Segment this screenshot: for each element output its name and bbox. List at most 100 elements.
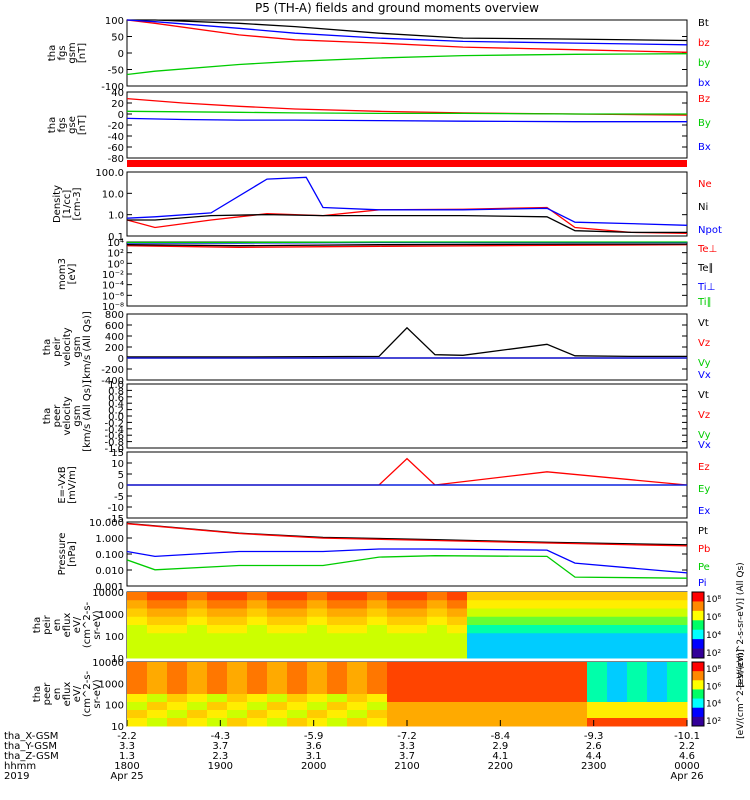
panel-fgs-gsm: 100 50 0 -50 -100 tha fgs gsm [nT] Bt bz by bx <box>47 16 710 93</box>
heatmap-cell <box>227 641 248 651</box>
heatmap-cell <box>247 649 268 659</box>
heatmap-cell <box>587 641 608 651</box>
heatmap-cell <box>507 694 528 703</box>
panel-frame <box>126 91 688 159</box>
heatmap-cell <box>387 710 408 719</box>
heatmap-cell <box>547 694 568 703</box>
heatmap-cell <box>607 694 628 703</box>
heatmap-cell <box>527 592 548 601</box>
heatmap-cell <box>547 641 568 651</box>
y-tick-label: 0 <box>118 481 124 492</box>
colorbar-frame <box>691 591 705 659</box>
series-line-Te⊥ <box>126 244 688 248</box>
colorbar-tick-label: 10⁸ <box>706 595 721 605</box>
heatmap-cell <box>587 694 608 703</box>
x-axis-row-label: tha_Z-GSM <box>4 751 59 762</box>
panel-frame <box>126 171 688 237</box>
y-axis-label: eflux <box>62 682 73 707</box>
heatmap-cell <box>507 592 528 601</box>
y-tick-label: 1.0 <box>108 380 124 391</box>
x-axis-value: 2.9 <box>492 741 508 752</box>
y-axis-label: eV/ <box>72 685 83 702</box>
heatmap-cell <box>267 633 288 642</box>
heatmap-cell <box>427 608 448 618</box>
heatmap-cell <box>347 694 368 703</box>
heatmap-cell <box>427 616 448 626</box>
heatmap-cell <box>667 600 688 609</box>
y-axis-label: peer <box>42 682 53 706</box>
heatmap-cell <box>367 625 388 634</box>
heatmap-cell <box>347 710 368 719</box>
x-axis-row-label: tha_X-GSM <box>4 731 58 742</box>
heatmap-cell <box>667 686 688 695</box>
heatmap-cell <box>207 592 228 601</box>
y-tick-label: -5 <box>114 492 124 503</box>
heatmap-cell <box>167 625 188 634</box>
y-tick-label: -50 <box>108 66 124 77</box>
y-tick-label: 0.1 <box>108 232 124 243</box>
heatmap-cell <box>547 702 568 711</box>
heatmap-cell <box>567 710 588 719</box>
heatmap-cell <box>467 694 488 703</box>
legend-entry: By <box>698 118 711 129</box>
legend-entry: bz <box>698 38 710 49</box>
x-axis-value: 3.3 <box>119 741 135 752</box>
heatmap-cell <box>367 710 388 719</box>
y-tick-label: -20 <box>108 121 124 132</box>
heatmap-cell <box>527 686 548 695</box>
heatmap-cell <box>487 702 508 711</box>
heatmap-cell <box>407 718 428 727</box>
heatmap-cell <box>647 616 668 626</box>
heatmap-cell <box>307 670 328 679</box>
heatmap-cell <box>307 702 328 711</box>
heatmap-cell <box>147 702 168 711</box>
heatmap-cell <box>267 678 288 687</box>
panel-pressure: 10.000 1.000 0.100 0.010 0.001 Pressure [nPa] P… <box>57 518 710 593</box>
heatmap-cell <box>587 662 608 671</box>
y-tick-label: 10⁻⁶ <box>102 291 124 302</box>
y-tick-label: 10⁴ <box>107 238 124 249</box>
heatmap-cell <box>407 592 428 601</box>
heatmap-cell <box>607 686 628 695</box>
heatmap-cell <box>607 592 628 601</box>
panel-frame <box>126 19 688 87</box>
heatmap-cell <box>467 625 488 634</box>
heatmap-cell <box>347 616 368 626</box>
heatmap-cell <box>247 710 268 719</box>
heatmap-cell <box>607 649 628 659</box>
y-tick-label: 15 <box>111 448 124 459</box>
y-tick-label: 100.0 <box>95 168 124 179</box>
colorbar-segment <box>692 680 704 690</box>
heatmap-cell <box>607 633 628 642</box>
heatmap-cell <box>627 686 648 695</box>
legend-entry: Ez <box>698 462 710 473</box>
y-axis-label: [cm-3] <box>72 187 83 220</box>
heatmap-cell <box>347 686 368 695</box>
heatmap-cell <box>207 649 228 659</box>
heatmap-cell <box>187 678 208 687</box>
heatmap-cell <box>207 702 228 711</box>
heatmap-cell <box>487 670 508 679</box>
heatmap-cell <box>467 616 488 626</box>
heatmap-cell <box>307 616 328 626</box>
heatmap-cell <box>267 694 288 703</box>
y-tick-label: -80 <box>108 154 124 165</box>
heatmap-cell <box>667 625 688 634</box>
series-line-Ni <box>127 213 687 234</box>
heatmap-cell <box>667 670 688 679</box>
heatmap-cell <box>467 641 488 651</box>
legend-entry: by <box>698 58 710 69</box>
heatmap-cell <box>427 686 448 695</box>
heatmap-cell <box>287 600 308 609</box>
heatmap-cell <box>607 670 628 679</box>
heatmap-cell <box>407 641 428 651</box>
heatmap-cell <box>367 678 388 687</box>
heatmap-cell <box>467 670 488 679</box>
y-axis-label: gsm <box>72 405 83 426</box>
heatmap-cell <box>427 641 448 651</box>
x-axis-date-value: Apr 25 <box>110 771 143 782</box>
y-tick-label: 1000 <box>99 610 124 621</box>
heatmap-cell <box>447 678 468 687</box>
heatmap-cell <box>427 678 448 687</box>
y-tick-label: 0.4 <box>108 399 124 410</box>
